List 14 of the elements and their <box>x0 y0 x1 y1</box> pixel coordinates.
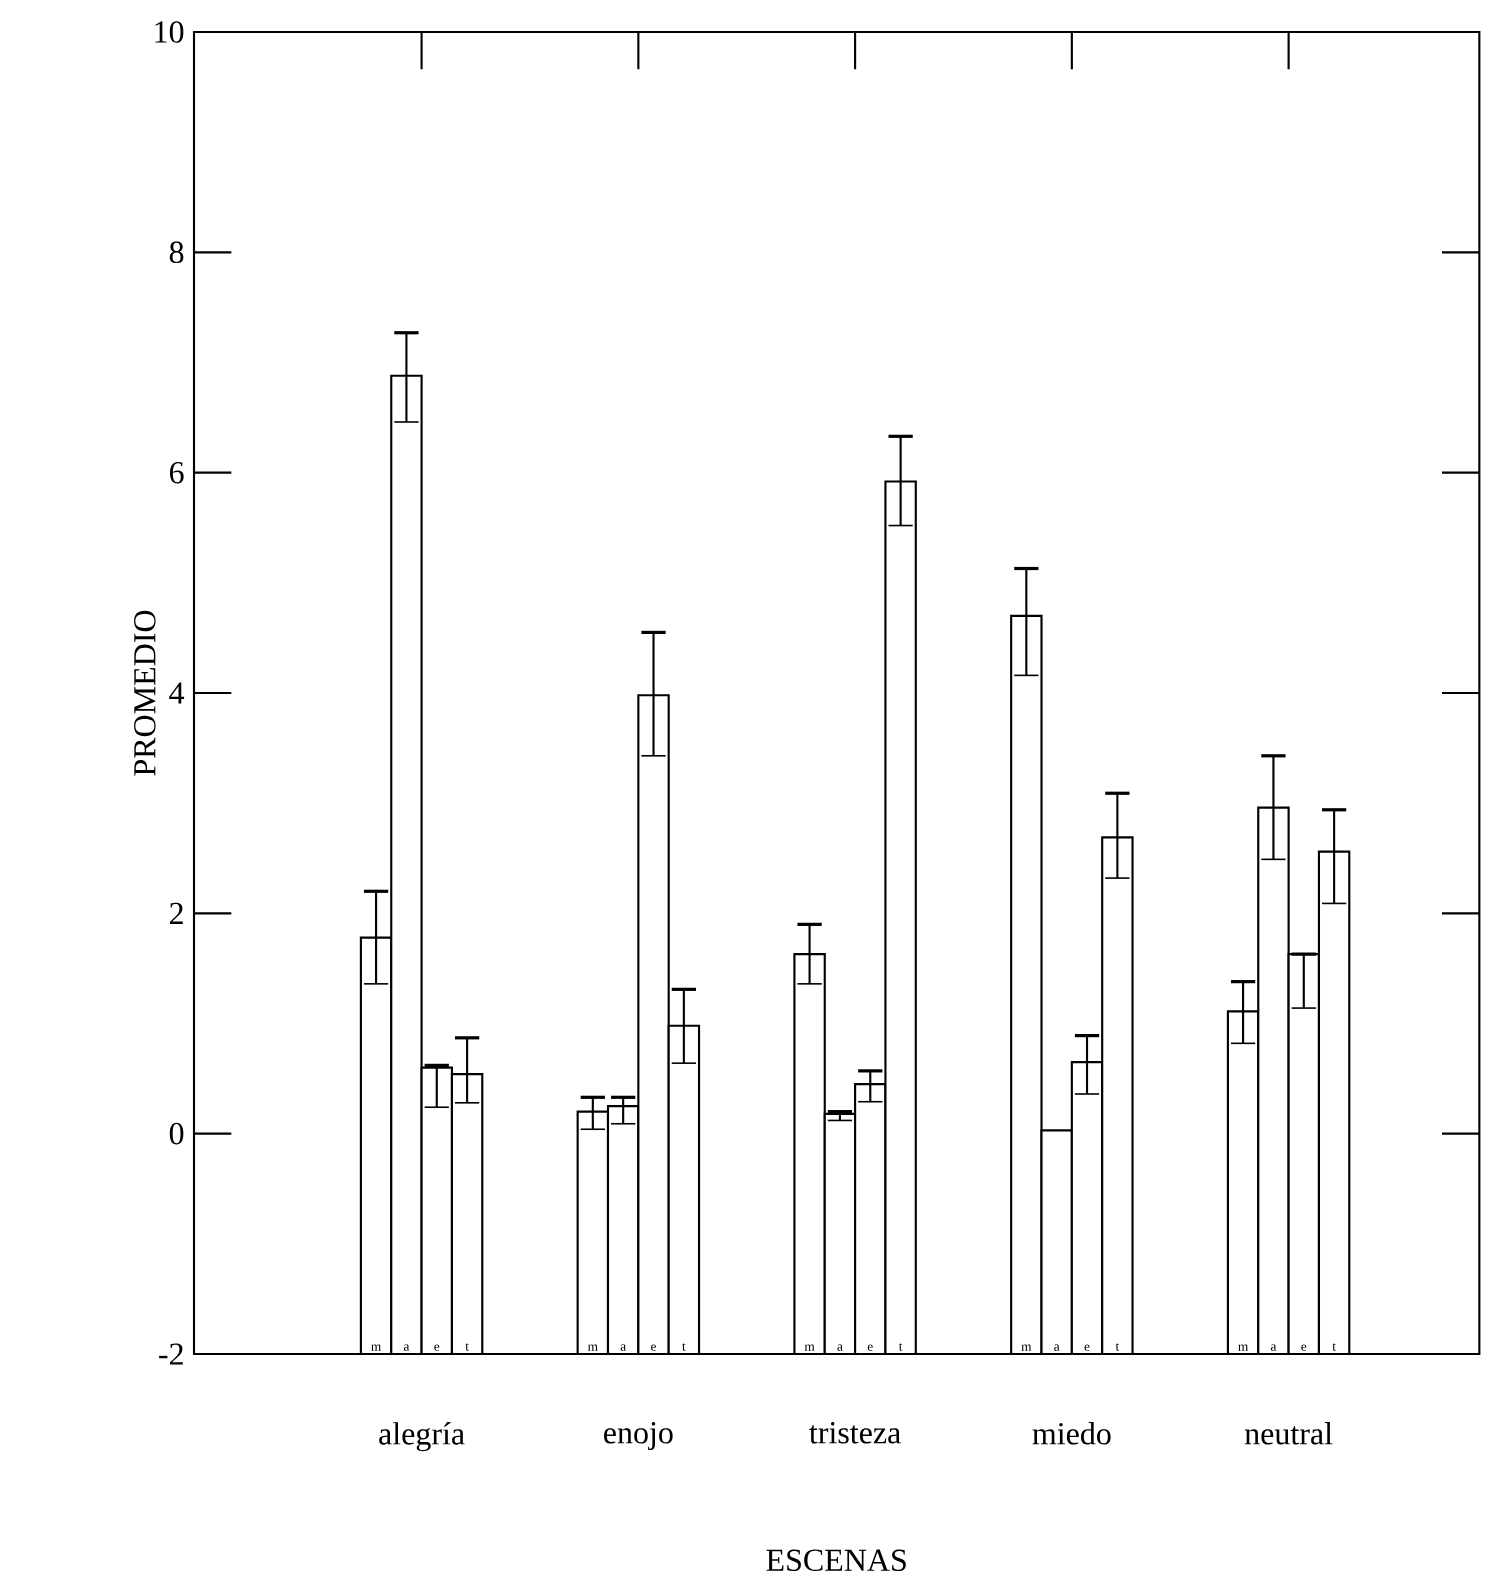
x-tick-label: neutral <box>1244 1422 1333 1445</box>
x-tick-label: miedo <box>1032 1422 1111 1445</box>
x-axis-title: ESCENAS <box>766 1549 906 1572</box>
y-axis-title: PROMEDIO <box>134 610 156 776</box>
y-tick-label: 2 <box>170 902 183 924</box>
y-tick-label: -2 <box>159 1343 183 1365</box>
y-tick-label: 10 <box>155 21 184 43</box>
x-tick-label: alegría <box>379 1422 465 1452</box>
x-tick-label: enojo <box>604 1422 673 1451</box>
y-tick-label: 8 <box>169 241 184 264</box>
x-tick-label: tristeza <box>809 1422 901 1444</box>
y-tick-label: 0 <box>169 1122 184 1145</box>
y-tick-label: 4 <box>169 682 185 704</box>
y-tick-label: 6 <box>169 461 184 484</box>
